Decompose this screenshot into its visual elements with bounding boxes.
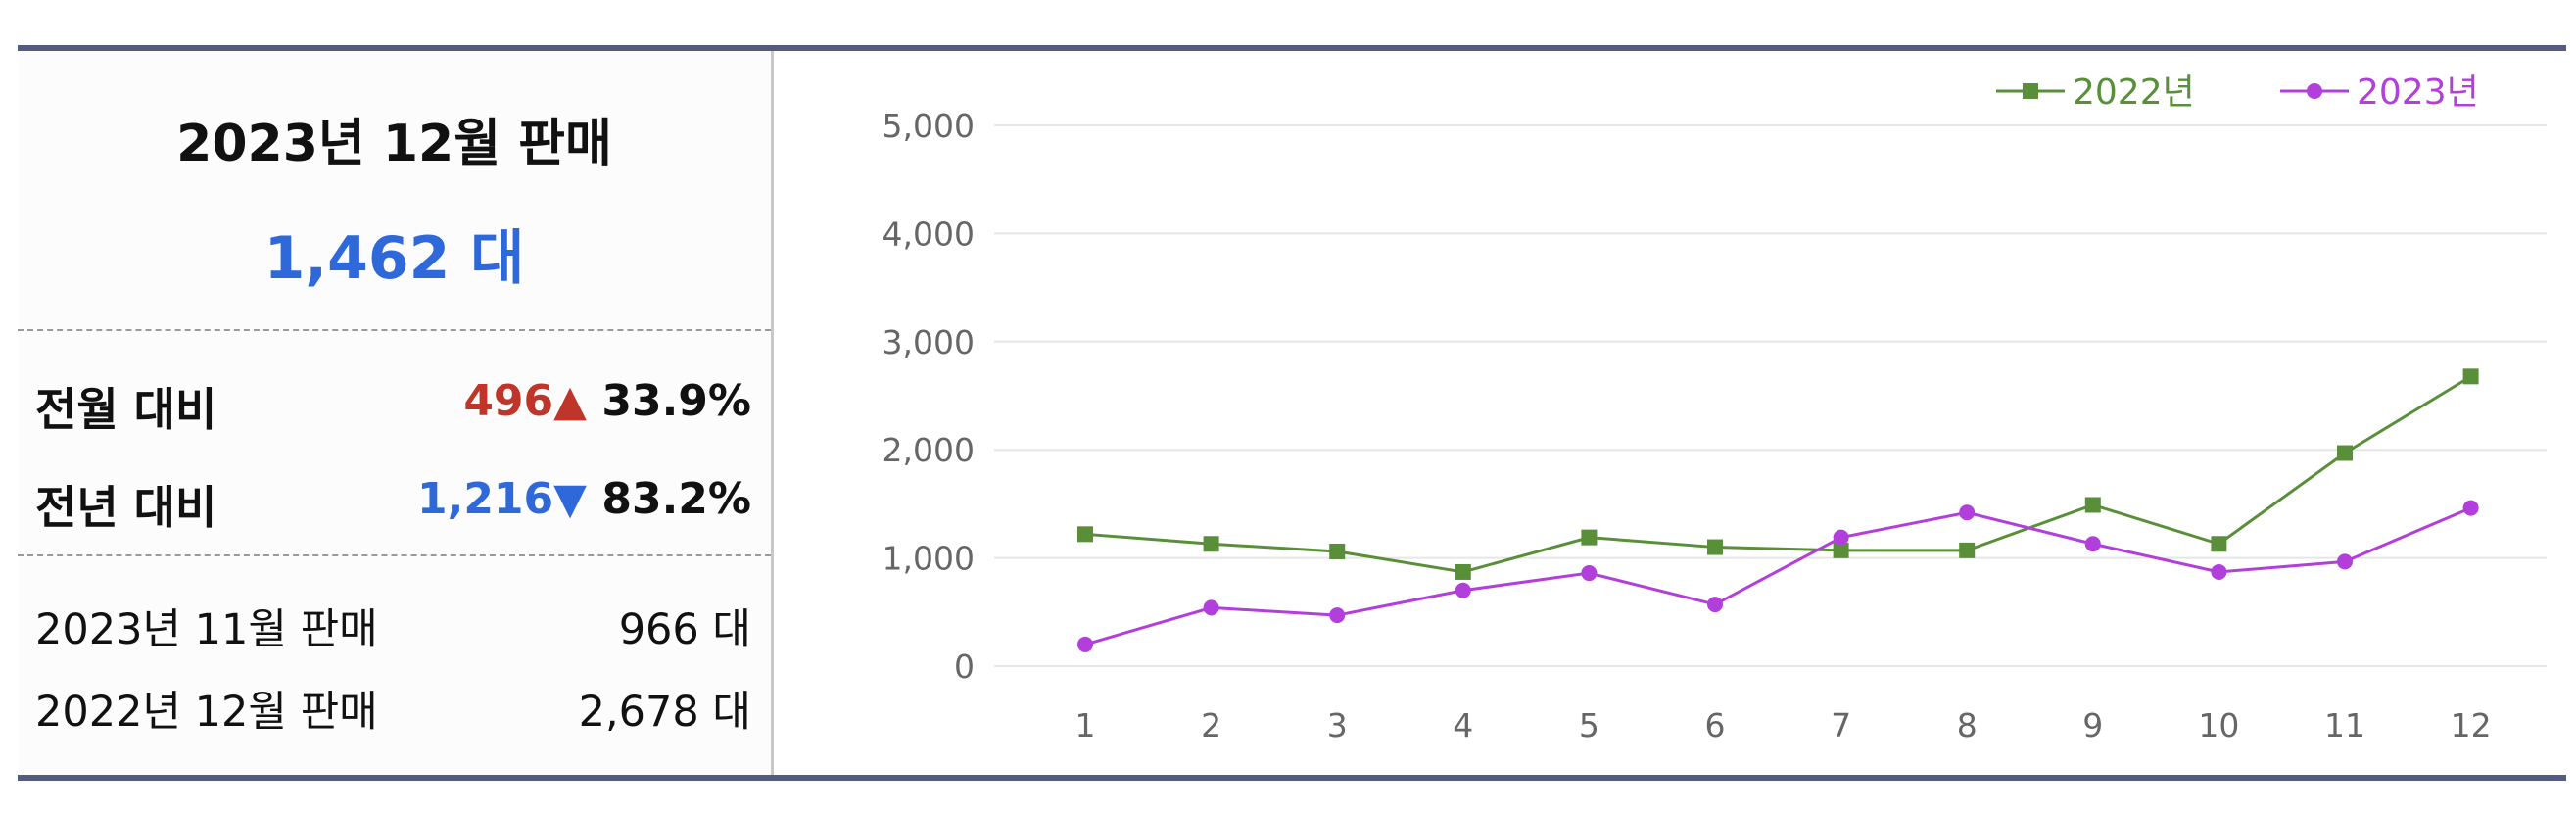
dashboard-frame: 2023년 12월 판매 1,462 대 전월 대비 496▲ 33.9% 전년… <box>18 45 2566 781</box>
data-point[interactable] <box>1833 529 1849 546</box>
y-tick-label: 1,000 <box>883 540 975 578</box>
data-point[interactable] <box>1455 582 1471 598</box>
legend-item[interactable]: 2023년 <box>2280 72 2479 113</box>
series-line <box>1084 375 2472 574</box>
y-tick-label: 0 <box>954 647 975 686</box>
legend-circle-icon <box>2307 83 2322 99</box>
series-lines <box>1077 368 2479 652</box>
mom-percent: 33.9% <box>601 376 751 426</box>
data-point[interactable] <box>2462 368 2479 385</box>
x-tick-label: 8 <box>1957 706 1978 744</box>
x-tick-label: 6 <box>1705 706 1726 744</box>
data-point[interactable] <box>1581 529 1598 546</box>
summary-panel: 2023년 12월 판매 1,462 대 전월 대비 496▲ 33.9% 전년… <box>18 51 774 775</box>
data-point[interactable] <box>2211 563 2227 580</box>
data-point[interactable] <box>1707 597 1723 613</box>
x-tick-label: 9 <box>2082 706 2103 744</box>
series-1 <box>1077 368 2479 580</box>
yoy-change: 1,216▼ 83.2% <box>417 474 751 524</box>
legend-label: 2022년 <box>2073 72 2195 113</box>
prev-year-label: 2022년 12월 판매 <box>35 688 378 737</box>
legend-item[interactable]: 2022년 <box>1996 72 2195 113</box>
data-point[interactable] <box>1959 542 1976 558</box>
data-point[interactable] <box>2084 497 2101 513</box>
data-point[interactable] <box>2462 500 2479 516</box>
x-axis-ticks: 1 2 3 4 5 6 7 8 9 10 11 12 <box>1075 706 2492 744</box>
total-sales-value: 1,462 대 <box>263 224 525 293</box>
series-line <box>1084 506 2472 646</box>
mom-change: 496▲ 33.9% <box>463 376 751 426</box>
data-point[interactable] <box>2084 536 2101 552</box>
x-tick-label: 7 <box>1831 706 1851 744</box>
yoy-percent: 83.2% <box>601 474 751 524</box>
series-2 <box>1077 500 2479 652</box>
down-arrow-icon: ▼ <box>553 474 588 524</box>
x-tick-label: 1 <box>1075 706 1096 744</box>
mom-diff: 496 <box>463 376 554 426</box>
yoy-diff: 1,216 <box>416 474 554 524</box>
data-point[interactable] <box>1581 565 1598 582</box>
y-tick-label: 4,000 <box>883 215 975 253</box>
chart-legend[interactable]: 2022년 2023년 <box>1996 72 2479 113</box>
data-point[interactable] <box>2211 536 2227 552</box>
data-point[interactable] <box>1329 607 1346 624</box>
x-tick-label: 4 <box>1453 706 1473 744</box>
up-arrow-icon: ▲ <box>553 376 588 426</box>
data-point[interactable] <box>1203 536 1219 552</box>
legend-label: 2023년 <box>2357 72 2479 113</box>
legend-square-icon <box>2023 83 2038 99</box>
data-point[interactable] <box>2337 553 2353 570</box>
yoy-label: 전년 대비 <box>35 481 217 534</box>
x-tick-label: 3 <box>1327 706 1348 744</box>
y-tick-label: 5,000 <box>883 107 975 145</box>
data-point[interactable] <box>1329 543 1346 559</box>
y-tick-label: 3,000 <box>883 323 975 361</box>
grid-lines <box>994 124 2547 667</box>
prev-month-label: 2023년 11월 판매 <box>35 605 378 654</box>
data-point[interactable] <box>1077 636 1093 652</box>
mom-label: 전월 대비 <box>35 383 217 436</box>
summary-title: 2023년 12월 판매 <box>176 115 612 173</box>
data-point[interactable] <box>1707 539 1723 555</box>
data-point[interactable] <box>1203 599 1219 616</box>
x-tick-label: 12 <box>2451 706 2492 744</box>
prev-year-value: 2,678 대 <box>578 688 751 737</box>
y-tick-label: 2,000 <box>883 431 975 469</box>
data-point[interactable] <box>1833 542 1849 558</box>
x-tick-label: 10 <box>2198 706 2239 744</box>
data-point[interactable] <box>1959 504 1976 521</box>
data-point[interactable] <box>1455 563 1471 580</box>
x-tick-label: 2 <box>1201 706 1221 744</box>
x-tick-label: 11 <box>2324 706 2365 744</box>
y-axis-ticks: 0 1,000 2,000 3,000 4,000 5,000 <box>883 107 975 686</box>
divider <box>18 329 771 331</box>
divider <box>18 554 771 556</box>
prev-month-value: 966 대 <box>618 605 751 654</box>
data-point[interactable] <box>2337 445 2353 461</box>
x-tick-label: 5 <box>1579 706 1599 744</box>
data-point[interactable] <box>1077 526 1093 543</box>
